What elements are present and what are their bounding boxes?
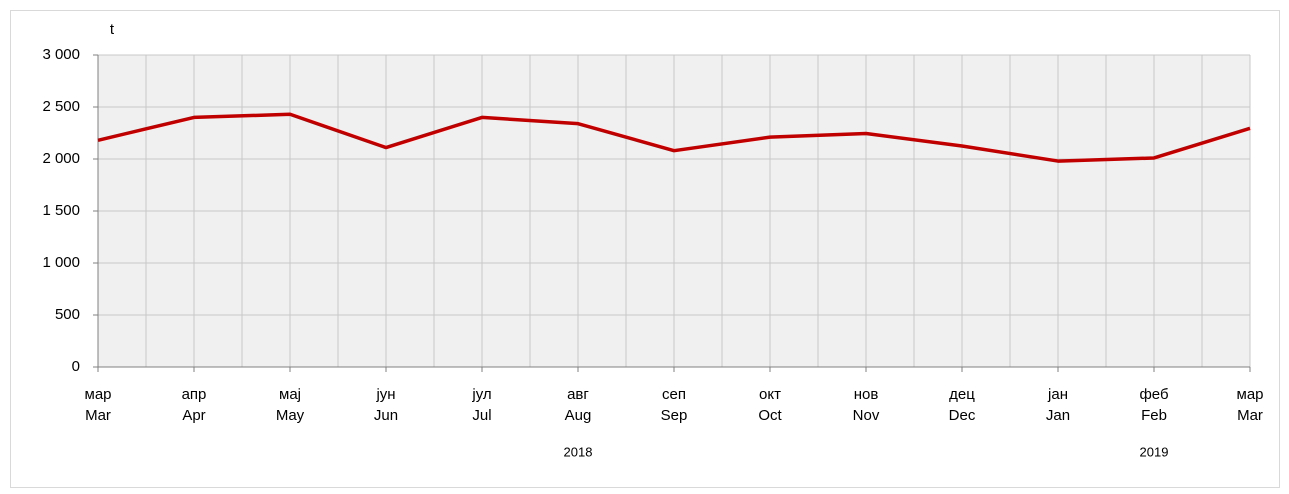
- x-tick-label: Jun: [374, 407, 398, 424]
- y-tick-label: 1 000: [42, 254, 80, 271]
- x-tick-label: јул: [471, 386, 491, 403]
- y-axis-unit: t: [110, 21, 115, 38]
- x-tick-label: May: [276, 407, 305, 424]
- x-tick-label: јан: [1047, 386, 1068, 403]
- x-tick-label: јун: [375, 386, 395, 403]
- data-line: [97, 112, 1251, 163]
- year-label: 2019: [1140, 444, 1169, 459]
- x-tick-label: Feb: [1141, 407, 1167, 424]
- x-tick-label: Oct: [758, 407, 782, 424]
- y-tick-label: 500: [55, 306, 80, 323]
- x-tick-label: феб: [1139, 386, 1168, 403]
- x-tick-label: авг: [567, 386, 589, 403]
- x-tick-label: Jul: [472, 407, 491, 424]
- y-tick-label: 3 000: [42, 46, 80, 63]
- x-tick-label: Dec: [949, 407, 976, 424]
- x-tick-label: Mar: [1237, 407, 1263, 424]
- y-tick-label: 1 500: [42, 202, 80, 219]
- y-tick-label: 2 000: [42, 150, 80, 167]
- y-tick-label: 2 500: [42, 98, 80, 115]
- year-label: 2018: [564, 444, 593, 459]
- x-tick-label: Nov: [853, 407, 880, 424]
- x-tick-label: Aug: [565, 407, 592, 424]
- x-tick-label: сеп: [662, 386, 686, 403]
- x-tick-label: Mar: [85, 407, 111, 424]
- x-tick-label: Jan: [1046, 407, 1070, 424]
- x-tick-label: Sep: [661, 407, 688, 424]
- x-tick-label: окт: [759, 386, 781, 403]
- x-tick-label: мар: [85, 386, 112, 403]
- y-tick-label: 0: [72, 358, 80, 375]
- x-tick-label: Apr: [182, 407, 205, 424]
- x-tick-label: дец: [949, 386, 975, 403]
- x-tick-label: мај: [279, 386, 301, 403]
- x-tick-label: апр: [182, 386, 207, 403]
- x-tick-label: нов: [854, 386, 879, 403]
- x-tick-label: мар: [1237, 386, 1264, 403]
